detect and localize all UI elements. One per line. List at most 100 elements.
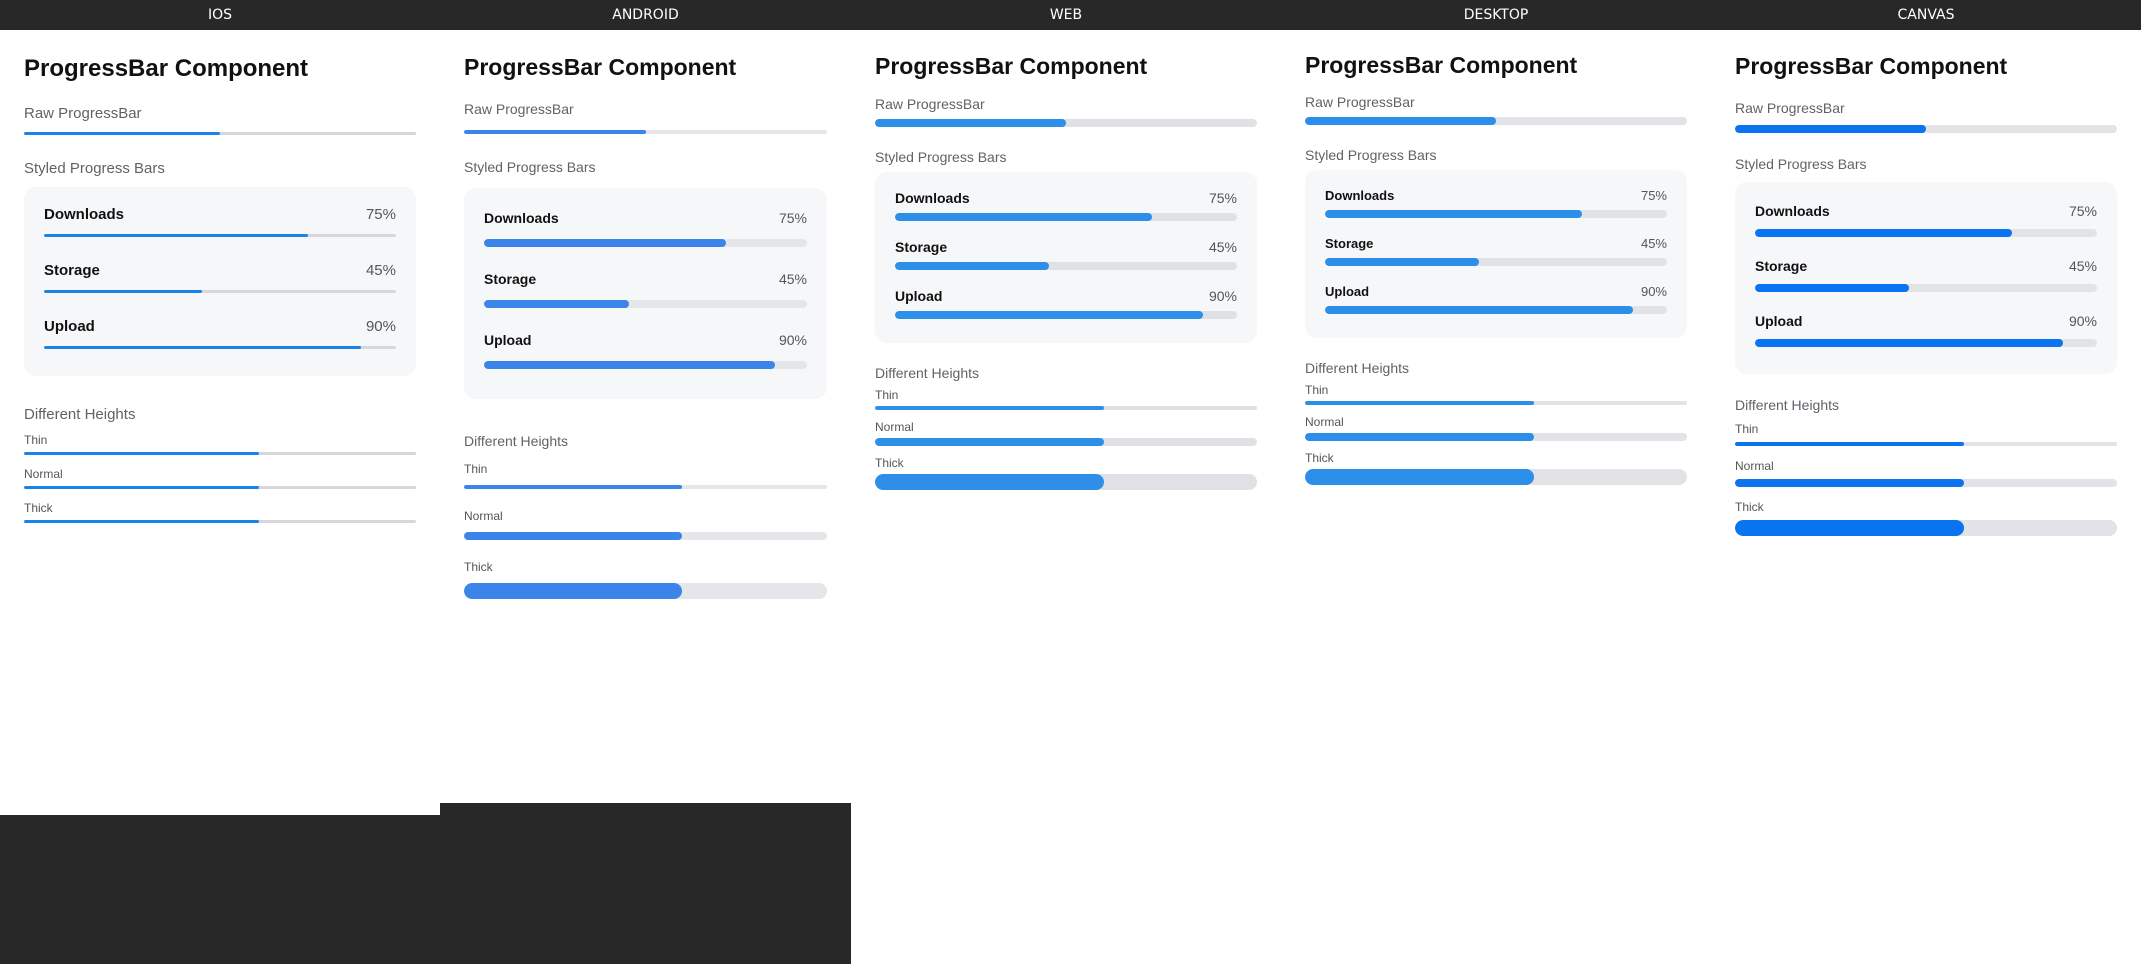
progress-row-downloads: Downloads 75% — [484, 210, 807, 247]
progress-bar — [895, 311, 1237, 319]
height-row-thick: Thick — [24, 501, 416, 523]
different-heights-label: Different Heights — [1305, 360, 1410, 376]
styled-progress-bars-label: Styled Progress Bars — [875, 149, 1007, 165]
progress-percent: 90% — [778, 332, 807, 348]
raw-progressbar — [1305, 117, 1687, 125]
progress-bar — [1755, 284, 2097, 292]
height-row-normal: Normal — [24, 467, 416, 489]
progress-bar — [484, 361, 807, 369]
android-empty-area — [440, 803, 851, 964]
styled-progress-card: Downloads 75% Storage 45% Upload 90% — [1735, 182, 2117, 374]
thin-progress-bar — [464, 485, 827, 489]
different-heights-label: Different Heights — [24, 406, 136, 423]
height-row-normal: Normal — [464, 509, 827, 540]
progress-fill — [44, 346, 361, 349]
styled-progress-card: Downloads 75% Storage 45% Upload 90% — [24, 187, 416, 376]
progress-name: Storage — [1755, 258, 1808, 274]
progress-fill — [875, 406, 1105, 410]
progress-bar — [44, 346, 396, 349]
progress-name: Downloads — [44, 206, 125, 223]
different-heights-label: Different Heights — [1735, 397, 1840, 413]
height-label: Normal — [464, 509, 503, 523]
thick-progress-bar — [24, 520, 416, 523]
styled-progress-bars-label: Styled Progress Bars — [24, 160, 165, 177]
progress-fill — [24, 520, 260, 523]
progress-row-downloads: Downloads 75% — [895, 190, 1237, 221]
styled-progress-card: Downloads 75% Storage 45% Upload 90% — [1305, 170, 1687, 338]
ios-empty-area — [0, 815, 440, 964]
progress-fill — [464, 583, 682, 599]
thin-progress-bar — [1735, 442, 2117, 446]
progress-row-storage: Storage 45% — [1755, 258, 2097, 292]
progress-row-upload: Upload 90% — [895, 288, 1237, 319]
progress-fill — [875, 438, 1105, 446]
page-title: ProgressBar Component — [24, 55, 309, 82]
progress-fill — [1305, 469, 1535, 485]
progress-fill — [464, 532, 682, 540]
height-row-thin: Thin — [464, 462, 827, 489]
progress-percent: 45% — [1208, 239, 1237, 255]
thick-progress-bar — [1735, 520, 2117, 536]
progress-fill — [464, 485, 682, 489]
progress-fill — [1755, 339, 2063, 347]
normal-progress-bar — [1305, 433, 1687, 441]
progress-fill — [464, 130, 646, 134]
progress-fill — [44, 290, 203, 293]
progress-fill — [1305, 117, 1496, 125]
progress-row-storage: Storage 45% — [44, 262, 396, 293]
progress-percent: 45% — [778, 271, 807, 287]
thick-progress-bar — [464, 583, 827, 599]
progress-fill — [484, 300, 630, 308]
progress-row-downloads: Downloads 75% — [1755, 203, 2097, 237]
height-label: Normal — [1735, 459, 1774, 473]
progress-fill — [1325, 258, 1479, 266]
progress-percent: 75% — [1640, 188, 1667, 203]
raw-progressbar-label: Raw ProgressBar — [1305, 94, 1415, 110]
canvas-panel: CANVAS ProgressBar Component Raw Progres… — [1711, 0, 2141, 964]
progress-percent: 90% — [2068, 313, 2097, 329]
progress-percent: 75% — [778, 210, 807, 226]
height-label: Thin — [24, 433, 48, 447]
thin-progress-bar — [1305, 401, 1687, 405]
progress-fill — [895, 311, 1203, 319]
thin-progress-bar — [875, 406, 1257, 410]
raw-progressbar-label: Raw ProgressBar — [1735, 100, 1845, 116]
progress-name: Upload — [1325, 284, 1370, 299]
progress-percent: 90% — [1640, 284, 1667, 299]
progress-fill — [875, 119, 1066, 127]
progress-fill — [895, 262, 1049, 270]
raw-progressbar-label: Raw ProgressBar — [464, 101, 574, 117]
raw-progressbar — [24, 132, 416, 135]
styled-progress-card: Downloads 75% Storage 45% Upload 90% — [464, 188, 827, 399]
progress-row-storage: Storage 45% — [895, 239, 1237, 270]
page-title: ProgressBar Component — [1735, 53, 2008, 79]
height-label: Thin — [1735, 422, 1759, 436]
panel-header: CANVAS — [1711, 0, 2141, 30]
progress-percent: 45% — [1640, 236, 1667, 251]
height-row-normal: Normal — [1735, 459, 2117, 487]
progress-bar — [1325, 258, 1667, 266]
progress-row-downloads: Downloads 75% — [1325, 188, 1667, 218]
height-label: Normal — [1305, 415, 1344, 429]
progress-name: Upload — [484, 332, 532, 348]
height-row-normal: Normal — [875, 420, 1257, 446]
progress-bar — [895, 262, 1237, 270]
progress-row-storage: Storage 45% — [1325, 236, 1667, 266]
ios-panel: IOS ProgressBar Component Raw ProgressBa… — [0, 0, 440, 964]
raw-progressbar — [1735, 125, 2117, 133]
height-label: Normal — [875, 420, 914, 434]
progress-bar — [484, 300, 807, 308]
height-label: Normal — [24, 467, 63, 481]
page-title: ProgressBar Component — [1305, 52, 1578, 78]
progress-name: Downloads — [895, 190, 970, 206]
progress-bar — [1755, 339, 2097, 347]
progress-name: Storage — [1325, 236, 1374, 251]
progress-fill — [24, 452, 260, 455]
normal-progress-bar — [875, 438, 1257, 446]
progress-fill — [1325, 306, 1633, 314]
progress-fill — [875, 474, 1105, 490]
height-label: Thin — [1305, 383, 1329, 397]
progress-fill — [895, 213, 1152, 221]
height-row-thin: Thin — [1735, 422, 2117, 446]
progress-fill — [24, 132, 220, 135]
